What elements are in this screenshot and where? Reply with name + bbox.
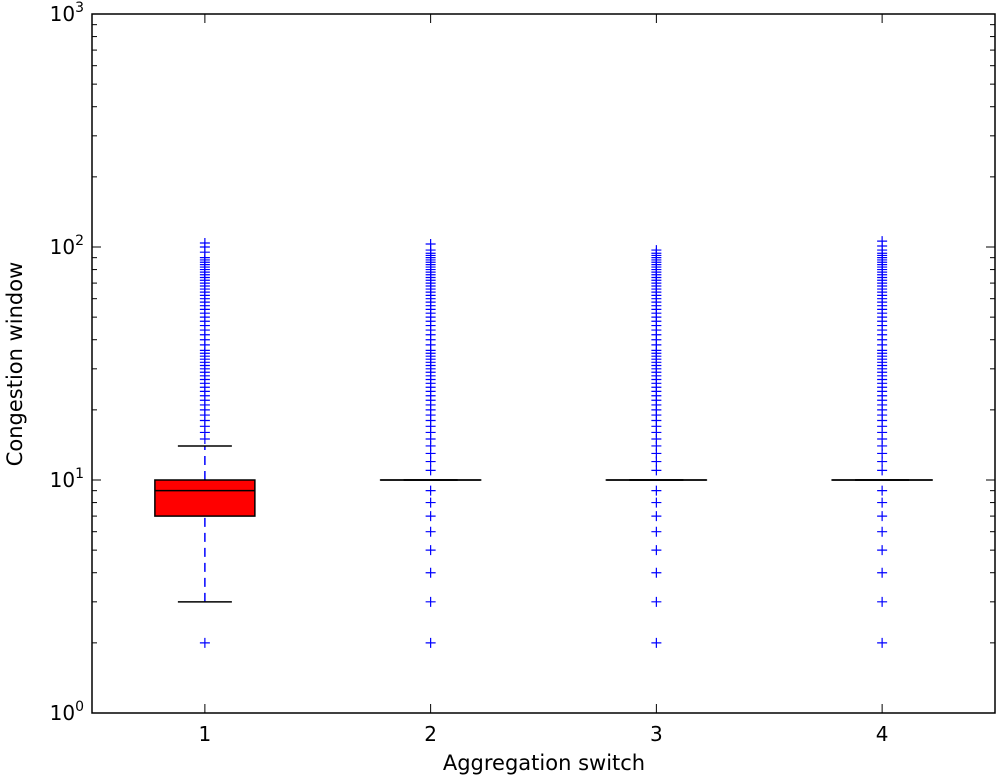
- flier-point: [877, 545, 888, 556]
- y-tick-label: 103: [50, 0, 84, 26]
- flier-point: [877, 236, 888, 247]
- flier-point: [877, 567, 888, 578]
- box-group-4: [831, 236, 933, 648]
- plot-frame: [91, 13, 996, 714]
- flier-point: [877, 465, 888, 476]
- y-axis-label: Congestion window: [3, 262, 27, 467]
- flier-point: [425, 485, 436, 496]
- flier-point: [651, 511, 662, 522]
- flier-point: [651, 245, 662, 256]
- flier-point: [425, 526, 436, 537]
- box-group-1: [154, 238, 256, 648]
- flier-point: [877, 526, 888, 537]
- flier-point: [651, 545, 662, 556]
- flier-point: [425, 465, 436, 476]
- flier-point: [651, 567, 662, 578]
- flier-point: [425, 545, 436, 556]
- x-axis-label: Aggregation switch: [443, 751, 645, 775]
- flier-point: [651, 497, 662, 508]
- flier-point: [877, 485, 888, 496]
- fliers: [651, 245, 662, 648]
- x-tick-label: 3: [650, 722, 663, 746]
- fliers: [425, 239, 436, 648]
- y-tick-label: 101: [50, 466, 84, 492]
- flier-point: [651, 596, 662, 607]
- y-axis-ticks: 100 101 102 103: [50, 0, 995, 725]
- flier-point: [425, 511, 436, 522]
- flier-point: [199, 637, 210, 648]
- x-axis-ticks: 1 2 3 4: [199, 14, 889, 746]
- x-tick-label: 1: [199, 722, 212, 746]
- y-tick-label: 100: [50, 699, 84, 725]
- flier-point: [877, 596, 888, 607]
- flier-point: [651, 526, 662, 537]
- x-tick-label: 2: [424, 722, 437, 746]
- box-group-3: [605, 245, 708, 648]
- flier-point: [877, 637, 888, 648]
- flier-point: [877, 497, 888, 508]
- flier-point: [651, 465, 662, 476]
- flier-point: [877, 511, 888, 522]
- x-tick-label: 4: [876, 722, 889, 746]
- y-tick-label: 102: [50, 233, 84, 259]
- flier-point: [425, 637, 436, 648]
- box-group-2: [379, 239, 482, 648]
- flier-point: [199, 238, 210, 249]
- fliers: [877, 236, 888, 648]
- flier-point: [425, 497, 436, 508]
- flier-point: [651, 637, 662, 648]
- flier-point: [425, 567, 436, 578]
- fliers: [199, 238, 210, 648]
- plot-content: [154, 236, 933, 648]
- flier-point: [425, 239, 436, 250]
- flier-point: [425, 596, 436, 607]
- flier-point: [651, 485, 662, 496]
- box: [154, 479, 256, 517]
